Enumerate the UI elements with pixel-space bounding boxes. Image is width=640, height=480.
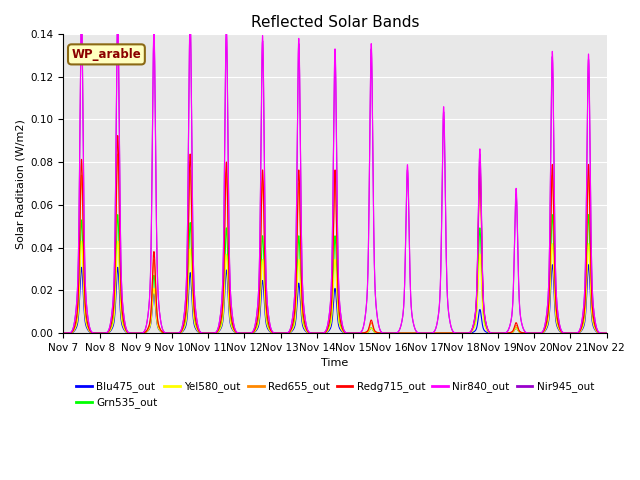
X-axis label: Time: Time — [321, 359, 349, 369]
Y-axis label: Solar Raditaion (W/m2): Solar Raditaion (W/m2) — [15, 119, 25, 249]
Legend: Blu475_out, Grn535_out, Yel580_out, Red655_out, Redg715_out, Nir840_out, Nir945_: Blu475_out, Grn535_out, Yel580_out, Red6… — [72, 377, 598, 413]
Title: Reflected Solar Bands: Reflected Solar Bands — [251, 15, 419, 30]
Text: WP_arable: WP_arable — [72, 48, 141, 61]
